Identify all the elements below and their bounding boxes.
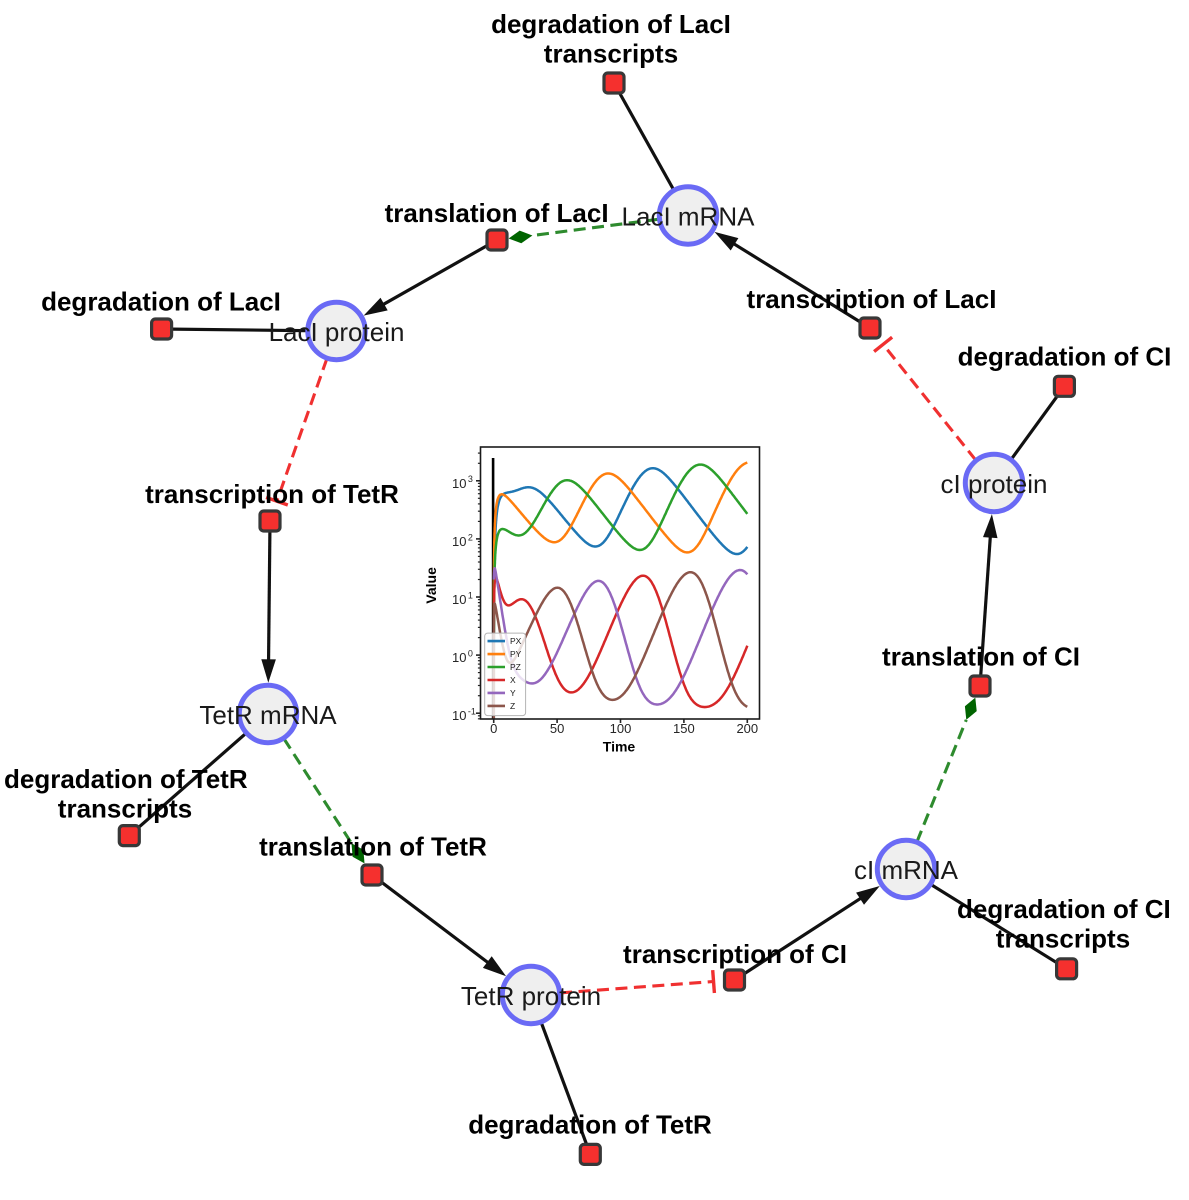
svg-text:LacI mRNA: LacI mRNA <box>622 202 756 232</box>
svg-text:200: 200 <box>736 721 758 736</box>
svg-text:LacI protein: LacI protein <box>269 317 405 347</box>
svg-text:10: 10 <box>452 650 466 665</box>
svg-text:cI mRNA: cI mRNA <box>854 855 959 885</box>
svg-text:1: 1 <box>468 590 473 600</box>
svg-text:3: 3 <box>468 474 473 484</box>
svg-text:degradation of CI: degradation of CI <box>958 342 1172 372</box>
svg-text:50: 50 <box>550 721 564 736</box>
svg-text:Z: Z <box>510 701 515 711</box>
svg-text:0: 0 <box>490 721 497 736</box>
svg-text:cI protein: cI protein <box>941 469 1048 499</box>
svg-text:-1: -1 <box>468 707 476 717</box>
svg-text:degradation of LacI: degradation of LacI <box>491 9 731 39</box>
svg-text:degradation of CI: degradation of CI <box>957 894 1171 924</box>
svg-text:degradation of TetR: degradation of TetR <box>4 764 248 794</box>
svg-text:Value: Value <box>423 567 439 604</box>
svg-text:TetR protein: TetR protein <box>461 981 601 1011</box>
svg-text:transcription of LacI: transcription of LacI <box>747 284 997 314</box>
svg-text:X: X <box>510 675 516 685</box>
svg-text:100: 100 <box>610 721 632 736</box>
svg-text:Y: Y <box>510 688 516 698</box>
svg-text:10: 10 <box>452 476 466 491</box>
svg-text:transcripts: transcripts <box>58 794 192 824</box>
svg-text:transcripts: transcripts <box>544 39 678 69</box>
svg-text:2: 2 <box>468 532 473 542</box>
svg-text:PX: PX <box>510 636 522 646</box>
svg-text:TetR mRNA: TetR mRNA <box>199 700 337 730</box>
svg-text:10: 10 <box>452 592 466 607</box>
svg-text:10: 10 <box>452 534 466 549</box>
svg-text:transcripts: transcripts <box>996 924 1130 954</box>
svg-text:PZ: PZ <box>510 662 521 672</box>
svg-text:translation of LacI: translation of LacI <box>385 198 609 228</box>
svg-text:0: 0 <box>468 649 473 659</box>
svg-text:Time: Time <box>603 739 636 755</box>
svg-text:transcription of TetR: transcription of TetR <box>145 479 399 509</box>
svg-text:degradation of LacI: degradation of LacI <box>41 287 281 317</box>
svg-text:PY: PY <box>510 649 522 659</box>
svg-text:transcription of CI: transcription of CI <box>623 939 847 969</box>
svg-text:150: 150 <box>673 721 695 736</box>
svg-text:translation of TetR: translation of TetR <box>259 832 487 862</box>
svg-text:10: 10 <box>452 708 466 723</box>
svg-text:translation of CI: translation of CI <box>882 642 1080 672</box>
svg-text:degradation of TetR: degradation of TetR <box>468 1109 712 1139</box>
